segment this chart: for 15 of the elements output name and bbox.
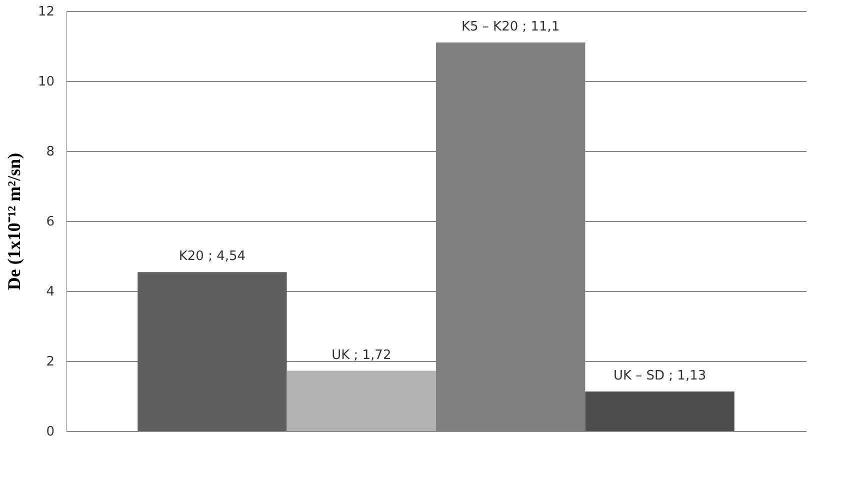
y-tick-label: 6 <box>46 214 54 230</box>
y-axis-title: De (1x10⁻¹² m²/sn) <box>4 152 24 290</box>
y-tick-label: 4 <box>46 284 54 300</box>
y-tick-label: 10 <box>38 74 54 90</box>
y-tick-label: 12 <box>38 4 54 20</box>
text: K20 ; 4,54 <box>178 249 246 264</box>
text: K5 – K20 ; 11,1 <box>461 20 560 34</box>
y-tick-label: 0 <box>46 424 54 440</box>
text: UK – SD ; 1,13 <box>613 368 706 384</box>
bar <box>286 370 436 431</box>
y-tick-label: 2 <box>46 354 54 370</box>
bar <box>138 272 287 431</box>
text: UK ; 1,72 <box>332 348 392 363</box>
y-tick-label: 8 <box>46 144 54 160</box>
bar <box>585 391 734 431</box>
